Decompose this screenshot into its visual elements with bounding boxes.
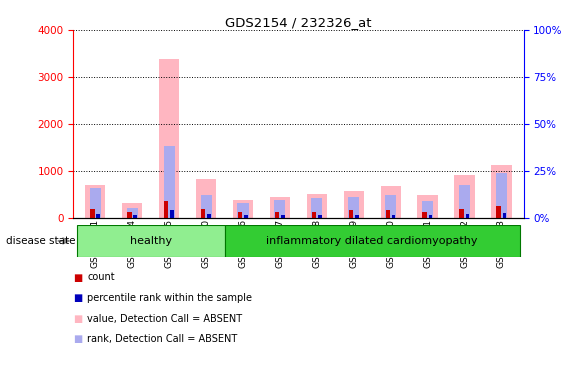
Bar [85,185,105,218]
Text: ■: ■ [73,314,82,324]
Bar [159,59,180,217]
Bar [381,186,401,218]
Bar [122,203,142,217]
Bar [207,214,211,217]
Text: rank, Detection Call = ABSENT: rank, Detection Call = ABSENT [87,334,238,344]
Text: count: count [87,273,115,282]
Bar [311,198,323,217]
Bar [281,215,285,217]
Bar [312,212,316,217]
Title: GDS2154 / 232326_at: GDS2154 / 232326_at [225,16,372,29]
Bar [348,210,353,218]
Text: healthy: healthy [129,236,172,246]
Bar [238,203,248,217]
Bar [348,197,359,217]
Text: inflammatory dilated cardiomyopathy: inflammatory dilated cardiomyopathy [266,236,478,246]
Bar [127,208,138,218]
Bar [422,201,433,217]
Text: value, Detection Call = ABSENT: value, Detection Call = ABSENT [87,314,243,324]
Bar [491,165,512,218]
Bar [90,209,95,218]
Bar [238,212,242,217]
Bar [196,179,216,218]
Bar [422,212,427,217]
Bar [496,172,507,217]
Bar [355,214,359,217]
Bar [77,225,225,257]
Bar [244,215,248,217]
Bar [96,214,100,217]
Bar [392,214,395,217]
Bar [385,195,396,217]
Bar [459,209,464,218]
Text: disease state: disease state [6,236,75,246]
Bar [459,185,470,218]
Bar [225,225,520,257]
Text: ■: ■ [73,334,82,344]
Bar [307,194,327,217]
Bar [496,206,501,218]
Bar [275,212,279,217]
Bar [274,200,285,217]
Bar [170,210,174,218]
Bar [201,209,205,218]
Bar [164,201,168,217]
Bar [454,176,475,217]
Bar [90,188,101,218]
Bar [233,200,253,217]
Bar [270,197,290,217]
Bar [164,146,175,218]
Bar [466,214,470,217]
Text: ■: ■ [73,273,82,282]
Bar [417,195,438,217]
Bar [127,212,132,217]
Bar [503,213,506,217]
Bar [318,215,321,217]
Bar [343,191,364,217]
Bar [133,215,137,217]
Bar [428,215,432,217]
Bar [200,195,212,217]
Text: ■: ■ [73,293,82,303]
Bar [386,210,390,218]
Text: percentile rank within the sample: percentile rank within the sample [87,293,252,303]
